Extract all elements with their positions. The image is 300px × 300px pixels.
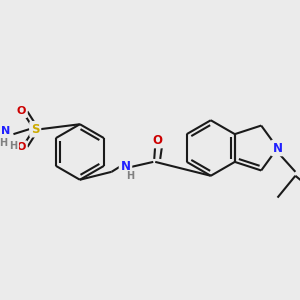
Text: H: H xyxy=(126,171,134,181)
Text: N: N xyxy=(1,126,10,136)
Text: O: O xyxy=(152,134,162,147)
Text: N: N xyxy=(121,160,130,173)
Text: N: N xyxy=(272,142,283,154)
Text: O: O xyxy=(17,106,26,116)
Text: H: H xyxy=(0,138,8,148)
Text: S: S xyxy=(31,123,40,136)
Text: O: O xyxy=(17,142,26,152)
Text: H: H xyxy=(9,141,17,151)
